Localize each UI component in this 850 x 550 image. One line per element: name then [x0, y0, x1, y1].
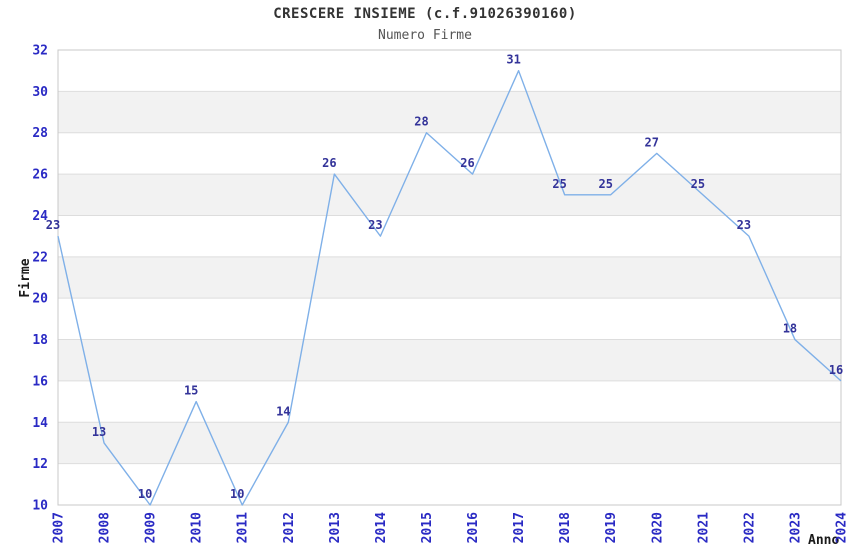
- data-point-label: 13: [92, 425, 106, 439]
- data-point-label: 25: [691, 177, 705, 191]
- data-point-label: 25: [598, 177, 612, 191]
- plot-band: [58, 463, 841, 505]
- y-tick-label: 26: [32, 168, 48, 183]
- data-point-label: 23: [368, 218, 382, 232]
- data-point-label: 26: [460, 156, 474, 170]
- x-tick-label: 2016: [466, 512, 481, 543]
- y-tick-label: 18: [32, 333, 48, 348]
- x-tick-label: 2017: [512, 512, 527, 543]
- x-tick-label: 2008: [98, 512, 113, 543]
- x-tick-label: 2011: [236, 512, 251, 543]
- plot-band: [58, 380, 841, 423]
- x-tick-label: 2019: [604, 512, 619, 543]
- x-tick-label: 2018: [558, 512, 573, 543]
- y-tick-label: 14: [32, 416, 48, 431]
- plot-band: [58, 298, 841, 340]
- plot-band: [58, 339, 841, 381]
- data-point-label: 23: [737, 218, 751, 232]
- plot-band: [58, 256, 841, 299]
- data-point-label: 25: [552, 177, 566, 191]
- data-point-label: 14: [276, 404, 290, 418]
- plot-band: [58, 50, 841, 92]
- y-tick-label: 12: [32, 457, 48, 472]
- data-line: [57, 69, 842, 506]
- plot-band: [58, 91, 841, 133]
- plot-band: [58, 422, 841, 464]
- x-tick-label: 2024: [835, 512, 850, 543]
- x-tick-label: 2023: [788, 512, 803, 543]
- chart-title: CRESCERE INSIEME (c.f.91026390160): [273, 6, 577, 22]
- data-point-label: 31: [506, 53, 520, 67]
- data-point-label: 18: [783, 322, 797, 336]
- y-tick-label: 22: [32, 250, 48, 265]
- x-tick-label: 2010: [190, 512, 205, 543]
- data-point-label: 23: [46, 218, 60, 232]
- x-tick-label: 2012: [282, 512, 297, 543]
- data-point-label: 28: [414, 115, 428, 129]
- data-point-label: 16: [829, 363, 843, 377]
- x-tick-label: 2022: [742, 512, 757, 543]
- plot-border: [57, 49, 842, 506]
- x-axis-title: Anno: [808, 533, 840, 548]
- y-tick-label: 28: [32, 126, 48, 141]
- x-tick-label: 2013: [328, 512, 343, 543]
- data-point-label: 27: [645, 135, 659, 149]
- x-tick-label: 2009: [144, 512, 159, 543]
- data-point-label: 15: [184, 384, 198, 398]
- x-tick-label: 2021: [696, 512, 711, 543]
- y-tick-label: 10: [32, 499, 48, 514]
- plot-band: [58, 174, 841, 216]
- data-point-label: 26: [322, 156, 336, 170]
- y-tick-label: 20: [32, 292, 48, 307]
- chart-subtitle: Numero Firme: [378, 28, 472, 43]
- y-tick-label: 30: [32, 85, 48, 100]
- plot-band: [58, 215, 841, 257]
- x-tick-label: 2015: [420, 512, 435, 543]
- y-tick-label: 24: [32, 209, 48, 224]
- x-tick-label: 2020: [650, 512, 665, 543]
- data-point-label: 10: [138, 487, 152, 501]
- data-point-label: 10: [230, 487, 244, 501]
- x-tick-label: 2007: [52, 512, 67, 543]
- y-tick-label: 16: [32, 374, 48, 389]
- y-tick-label: 32: [32, 44, 48, 59]
- x-tick-label: 2014: [374, 512, 389, 543]
